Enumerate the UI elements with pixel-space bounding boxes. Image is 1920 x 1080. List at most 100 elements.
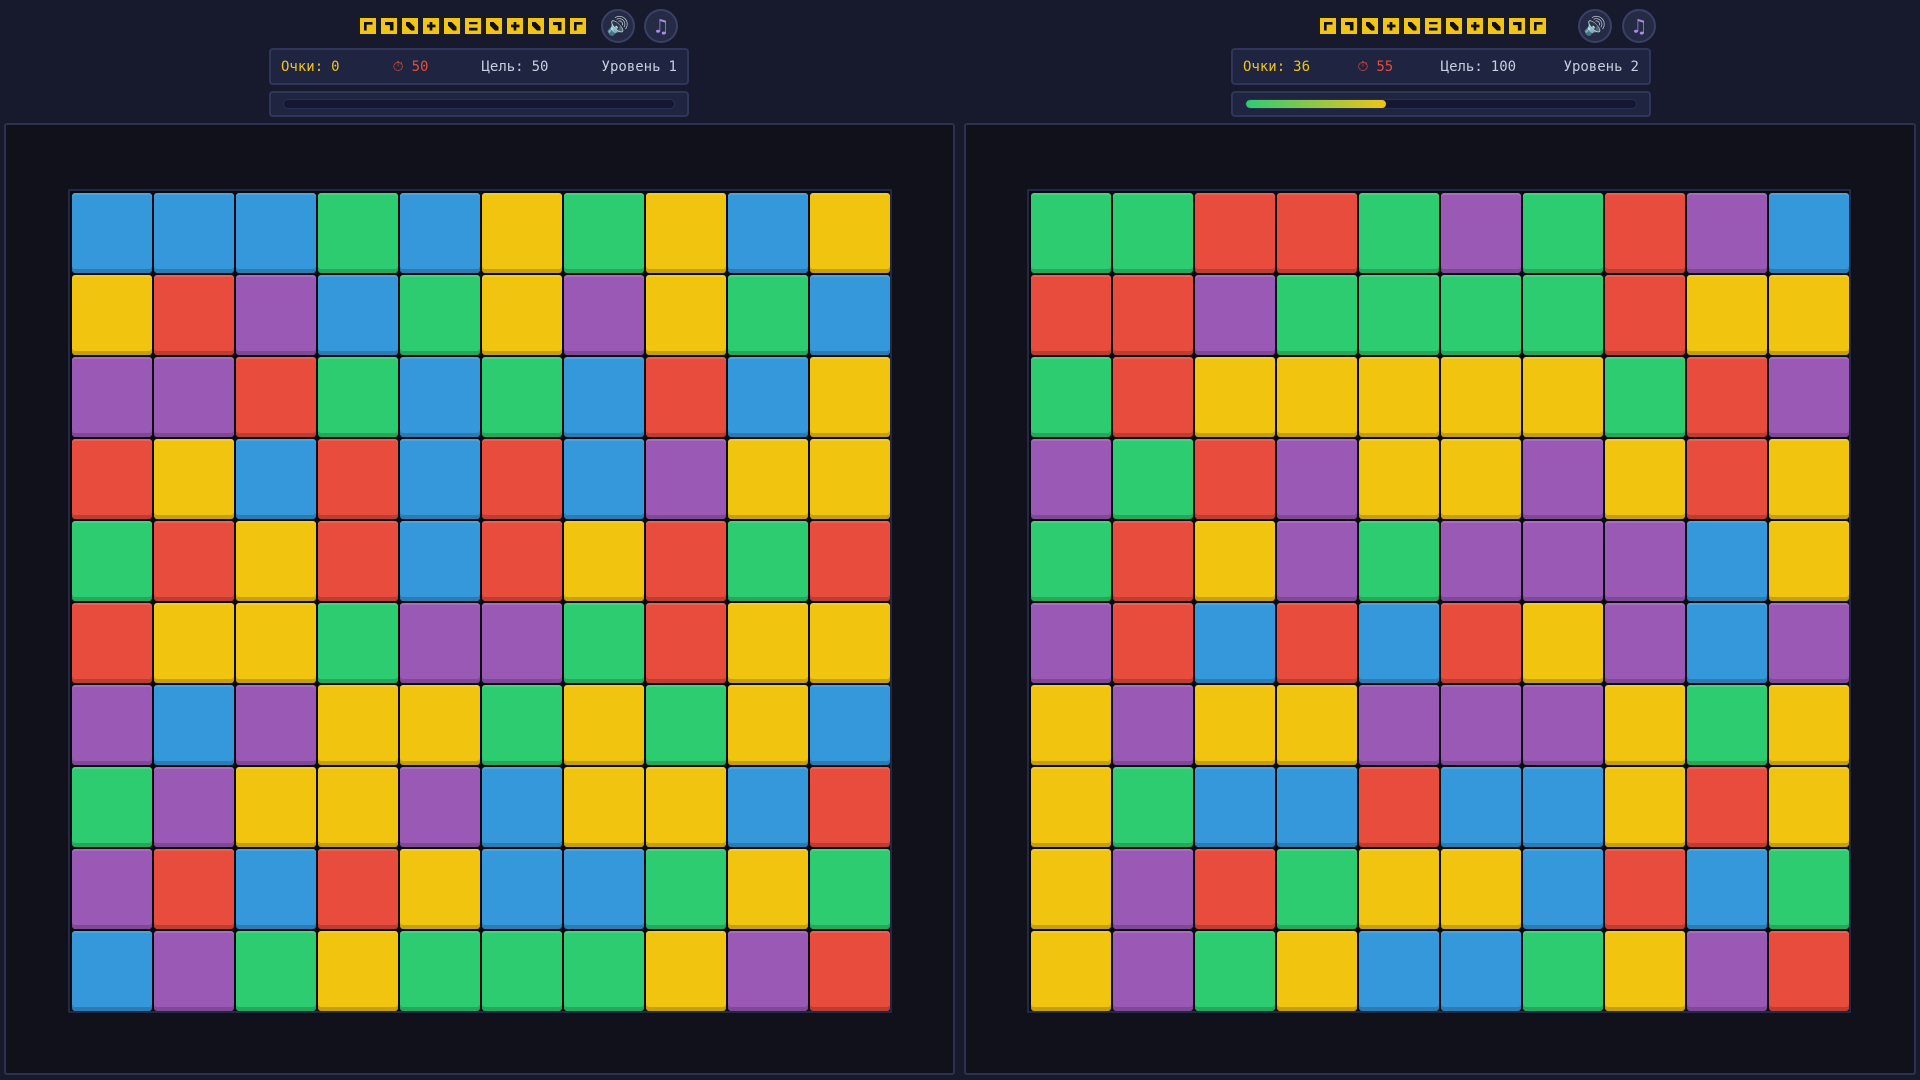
tile-yellow[interactable] xyxy=(1769,685,1849,765)
tile-blue[interactable] xyxy=(1687,521,1767,601)
tile-green[interactable] xyxy=(236,931,316,1011)
tile-yellow[interactable] xyxy=(810,193,890,273)
tile-red[interactable] xyxy=(318,521,398,601)
tile-red[interactable] xyxy=(1113,603,1193,683)
tile-yellow[interactable] xyxy=(728,849,808,929)
music-toggle-button[interactable]: ♫ xyxy=(644,9,678,43)
tile-purple[interactable] xyxy=(646,439,726,519)
tile-yellow[interactable] xyxy=(482,275,562,355)
tile-yellow[interactable] xyxy=(1195,357,1275,437)
tile-green[interactable] xyxy=(728,521,808,601)
tile-yellow[interactable] xyxy=(1441,357,1521,437)
tile-blue[interactable] xyxy=(564,439,644,519)
tile-green[interactable] xyxy=(1523,193,1603,273)
tile-yellow[interactable] xyxy=(400,849,480,929)
tile-red[interactable] xyxy=(1769,931,1849,1011)
tile-green[interactable] xyxy=(1769,849,1849,929)
tile-purple[interactable] xyxy=(72,357,152,437)
tile-yellow[interactable] xyxy=(1031,931,1111,1011)
tile-blue[interactable] xyxy=(564,849,644,929)
tile-red[interactable] xyxy=(1605,849,1685,929)
tile-green[interactable] xyxy=(1523,931,1603,1011)
tile-yellow[interactable] xyxy=(1195,521,1275,601)
tile-red[interactable] xyxy=(72,439,152,519)
tile-blue[interactable] xyxy=(400,193,480,273)
tile-purple[interactable] xyxy=(154,767,234,847)
tile-yellow[interactable] xyxy=(318,685,398,765)
tile-purple[interactable] xyxy=(236,275,316,355)
tile-red[interactable] xyxy=(810,931,890,1011)
tile-yellow[interactable] xyxy=(646,931,726,1011)
tile-purple[interactable] xyxy=(154,357,234,437)
tile-red[interactable] xyxy=(646,521,726,601)
tile-red[interactable] xyxy=(236,357,316,437)
tile-red[interactable] xyxy=(1113,275,1193,355)
tile-yellow[interactable] xyxy=(154,439,234,519)
tile-yellow[interactable] xyxy=(318,931,398,1011)
tile-green[interactable] xyxy=(318,193,398,273)
tile-green[interactable] xyxy=(482,931,562,1011)
tile-blue[interactable] xyxy=(236,193,316,273)
tile-yellow[interactable] xyxy=(1359,439,1439,519)
tile-green[interactable] xyxy=(1277,849,1357,929)
tile-green[interactable] xyxy=(1605,357,1685,437)
tile-green[interactable] xyxy=(646,849,726,929)
tile-green[interactable] xyxy=(564,193,644,273)
tile-green[interactable] xyxy=(1277,275,1357,355)
tile-yellow[interactable] xyxy=(728,603,808,683)
tile-yellow[interactable] xyxy=(564,767,644,847)
tile-purple[interactable] xyxy=(564,275,644,355)
tile-yellow[interactable] xyxy=(72,275,152,355)
tile-yellow[interactable] xyxy=(1277,357,1357,437)
tile-blue[interactable] xyxy=(482,767,562,847)
tile-purple[interactable] xyxy=(1113,931,1193,1011)
tile-red[interactable] xyxy=(482,439,562,519)
tile-blue[interactable] xyxy=(728,357,808,437)
tile-blue[interactable] xyxy=(236,439,316,519)
tile-purple[interactable] xyxy=(1359,685,1439,765)
tile-green[interactable] xyxy=(1687,685,1767,765)
tile-yellow[interactable] xyxy=(1031,685,1111,765)
tile-blue[interactable] xyxy=(1523,849,1603,929)
tile-blue[interactable] xyxy=(1195,767,1275,847)
tile-yellow[interactable] xyxy=(236,603,316,683)
tile-red[interactable] xyxy=(810,767,890,847)
tile-yellow[interactable] xyxy=(646,767,726,847)
tile-yellow[interactable] xyxy=(1769,439,1849,519)
tile-blue[interactable] xyxy=(482,849,562,929)
tile-blue[interactable] xyxy=(154,685,234,765)
tile-green[interactable] xyxy=(1441,275,1521,355)
tile-purple[interactable] xyxy=(1441,521,1521,601)
tile-green[interactable] xyxy=(1359,193,1439,273)
tile-red[interactable] xyxy=(1195,193,1275,273)
tile-yellow[interactable] xyxy=(1277,685,1357,765)
tile-yellow[interactable] xyxy=(1031,849,1111,929)
tile-purple[interactable] xyxy=(1769,603,1849,683)
tile-green[interactable] xyxy=(318,357,398,437)
tile-yellow[interactable] xyxy=(1441,439,1521,519)
tile-red[interactable] xyxy=(1359,767,1439,847)
tile-red[interactable] xyxy=(1687,357,1767,437)
sound-toggle-button[interactable]: 🔊 xyxy=(1578,9,1612,43)
tile-green[interactable] xyxy=(1031,357,1111,437)
tile-yellow[interactable] xyxy=(1441,849,1521,929)
tile-blue[interactable] xyxy=(400,357,480,437)
tile-red[interactable] xyxy=(1277,603,1357,683)
tile-yellow[interactable] xyxy=(1523,603,1603,683)
tile-yellow[interactable] xyxy=(646,275,726,355)
tile-purple[interactable] xyxy=(1605,603,1685,683)
tile-green[interactable] xyxy=(318,603,398,683)
tile-red[interactable] xyxy=(810,521,890,601)
tile-red[interactable] xyxy=(1113,521,1193,601)
music-toggle-button[interactable]: ♫ xyxy=(1622,9,1656,43)
tile-blue[interactable] xyxy=(810,275,890,355)
tile-red[interactable] xyxy=(318,439,398,519)
tile-red[interactable] xyxy=(1113,357,1193,437)
tile-yellow[interactable] xyxy=(1769,275,1849,355)
tile-yellow[interactable] xyxy=(1769,521,1849,601)
tile-yellow[interactable] xyxy=(1359,849,1439,929)
tile-purple[interactable] xyxy=(400,767,480,847)
tile-red[interactable] xyxy=(318,849,398,929)
tile-green[interactable] xyxy=(1113,439,1193,519)
tile-green[interactable] xyxy=(1031,521,1111,601)
